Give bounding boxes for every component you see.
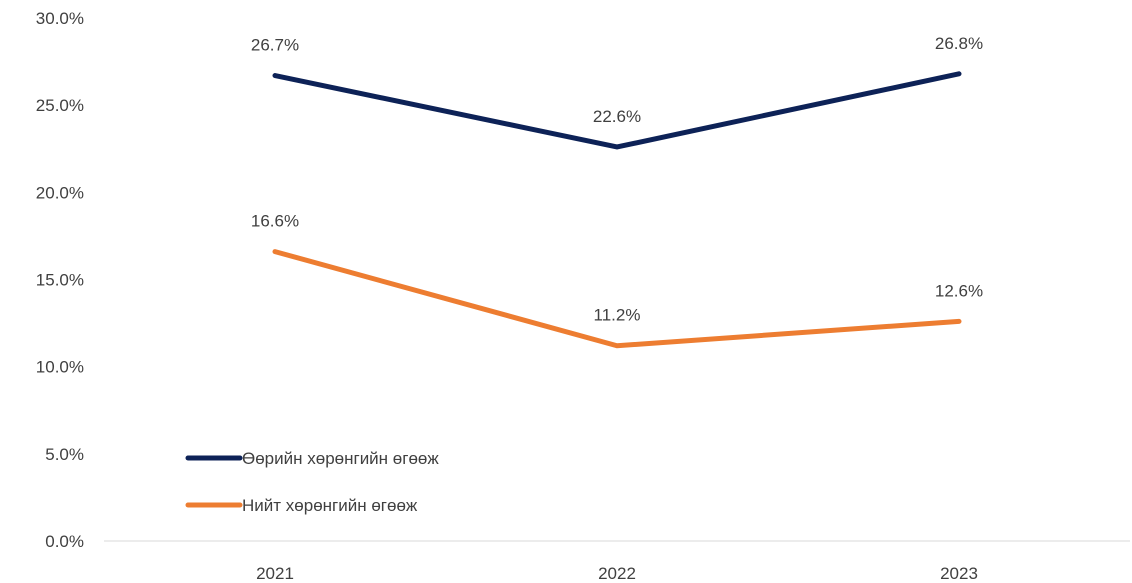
y-tick-label: 30.0% <box>36 9 84 28</box>
data-label: 12.6% <box>935 281 983 300</box>
series-line-1 <box>272 71 962 150</box>
y-tick-label: 25.0% <box>36 96 84 115</box>
data-label: 26.8% <box>935 34 983 53</box>
series-line-2 <box>272 249 962 349</box>
y-tick-label: 10.0% <box>36 358 84 377</box>
legend-label-2: Нийт хөрөнгийн өгөөж <box>242 496 418 515</box>
x-tick-label: 2021 <box>256 564 294 583</box>
x-tick-label: 2022 <box>598 564 636 583</box>
y-tick-label: 5.0% <box>45 445 84 464</box>
x-tick-label: 2023 <box>940 564 978 583</box>
y-tick-label: 0.0% <box>45 532 84 551</box>
data-label: 11.2% <box>594 306 641 325</box>
y-axis: 0.0% 5.0% 10.0% 15.0% 20.0% 25.0% 30.0% <box>36 9 84 551</box>
y-tick-label: 20.0% <box>36 183 84 202</box>
y-tick-label: 15.0% <box>36 271 84 290</box>
data-label: 16.6% <box>251 212 299 231</box>
data-label: 26.7% <box>251 36 299 55</box>
legend-label-1: Өөрийн хөрөнгийн өгөөж <box>242 449 439 468</box>
data-label: 22.6% <box>593 107 641 126</box>
legend: Өөрийн хөрөнгийн өгөөж Нийт хөрөнгийн өгө… <box>185 449 439 515</box>
x-axis: 2021 2022 2023 <box>256 564 978 583</box>
series-layer <box>272 71 962 349</box>
data-labels: 26.7% 22.6% 26.8% 16.6% 11.2% 12.6% <box>251 34 983 325</box>
